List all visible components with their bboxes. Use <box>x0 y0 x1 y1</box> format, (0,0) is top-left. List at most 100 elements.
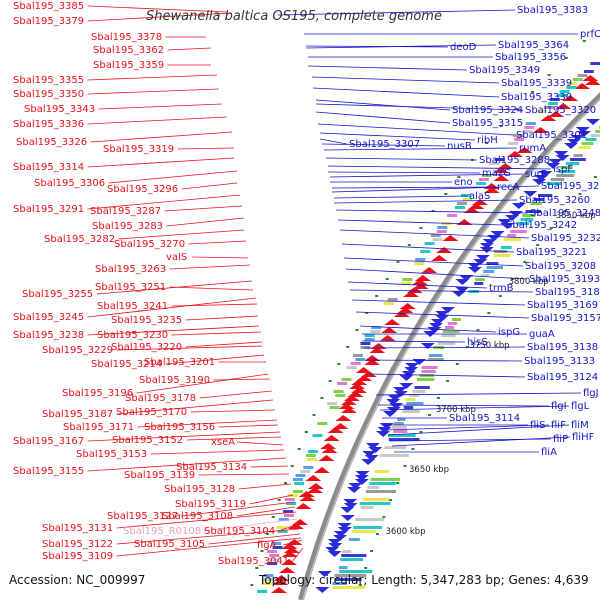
category-block <box>402 278 412 281</box>
forward-gene-arrow <box>335 415 351 421</box>
leader-line <box>320 139 347 144</box>
leader-line <box>328 172 480 173</box>
forward-gene-arrow <box>415 275 431 281</box>
gene-label: Sbal195_3232 <box>531 233 600 244</box>
tick-dot-inner <box>536 244 539 246</box>
gene-label: flgA <box>257 540 277 551</box>
category-block <box>570 158 586 161</box>
tick-dot-outer <box>250 584 253 586</box>
leader-line <box>109 171 237 183</box>
gene-label: fliA <box>541 447 557 458</box>
category-block <box>579 146 591 149</box>
gene-label: Sbal195_3169 <box>527 300 598 311</box>
tick-dot-inner <box>376 533 379 535</box>
reverse-gene-arrow <box>347 487 361 493</box>
category-block <box>452 318 461 321</box>
leader-line <box>165 206 242 211</box>
gene-label: Sbal195_3319 <box>103 144 174 155</box>
gene-label: Sbal195_3208 <box>525 261 596 272</box>
reverse-gene-arrow <box>480 247 494 253</box>
gene-label: flgJ <box>583 388 599 399</box>
tick-dot-outer <box>444 193 447 195</box>
tick-dot-outer <box>337 363 340 365</box>
category-block <box>365 334 375 337</box>
reverse-gene-arrow <box>340 507 354 513</box>
category-block <box>425 242 435 245</box>
gene-label: Sbal195_3314 <box>13 162 84 173</box>
gene-label: Sbal195_3152 <box>112 435 183 446</box>
gene-label: deoD <box>450 42 477 53</box>
tick-dot-outer <box>284 482 287 484</box>
gene-label: Sbal195_3255 <box>22 289 93 300</box>
category-block <box>414 262 424 265</box>
tick-dot-inner <box>420 431 423 433</box>
leader-line <box>312 77 499 83</box>
category-block <box>293 478 303 481</box>
forward-gene-arrow <box>324 435 340 441</box>
category-block <box>352 530 376 533</box>
leader-line <box>316 100 450 110</box>
accession-text: Accession: NC_009997 <box>9 573 145 587</box>
category-block <box>392 426 407 429</box>
gene-label: Sbal195_3288 <box>479 155 550 166</box>
gene-label: Sbal195_3245 <box>13 312 84 323</box>
category-block <box>578 74 588 77</box>
category-block <box>394 422 404 425</box>
category-block <box>445 326 454 329</box>
gene-label: Sbal195_3155 <box>13 466 84 477</box>
category-block <box>340 558 363 561</box>
gene-label: rumA <box>519 143 546 154</box>
forward-gene-arrow <box>314 467 330 473</box>
category-block <box>402 410 419 413</box>
category-block <box>347 366 357 369</box>
tick-dot-inner <box>404 465 407 467</box>
leader-line <box>362 341 465 342</box>
gene-label: Sbal195_3266 <box>541 181 600 192</box>
leader-line <box>316 112 450 123</box>
gene-label: Sbal195_3291 <box>13 204 84 215</box>
gene-label: hisS <box>467 337 488 348</box>
category-block <box>369 482 395 485</box>
gene-label: Sbal195_3201 <box>144 357 215 368</box>
forward-gene-arrow <box>431 255 447 261</box>
category-block <box>353 354 363 357</box>
category-block <box>388 298 398 301</box>
gene-label: flgI <box>551 401 567 412</box>
category-block <box>375 470 389 473</box>
gene-label: Sbal195_3260 <box>519 195 590 206</box>
reverse-gene-arrow <box>421 343 435 349</box>
leader-line <box>151 450 284 454</box>
category-block <box>437 230 447 233</box>
category-block <box>313 434 323 437</box>
category-block <box>303 466 313 469</box>
leader-line <box>366 360 522 361</box>
category-block <box>574 154 583 157</box>
category-block <box>355 358 365 361</box>
gene-labels: Sbal195_3385Sbal195_3379Sbal195_3378Sbal… <box>13 1 600 567</box>
category-block <box>365 338 375 341</box>
category-block <box>404 406 413 409</box>
category-block <box>526 122 536 125</box>
gene-label: trmB <box>489 283 514 294</box>
tick-dot-outer <box>420 227 423 229</box>
leader-line <box>186 316 258 320</box>
tick-dot-outer <box>356 329 359 331</box>
tick-dot-inner <box>389 499 392 501</box>
tick-dot-inner <box>477 329 480 331</box>
ruler-label: 3650 kbp <box>409 465 449 475</box>
tick-dot-outer <box>272 516 275 518</box>
gene-label: ispG <box>498 327 520 338</box>
gene-label: fliF <box>551 420 566 431</box>
category-block <box>508 142 518 145</box>
gene-label: Sbal195_3306 <box>34 178 105 189</box>
reverse-gene-arrow <box>455 279 469 285</box>
gene-label: Sbal195_3379 <box>13 16 84 27</box>
tick-dot-inner <box>428 414 431 416</box>
reverse-gene-arrow <box>341 515 355 521</box>
gene-label: Sbal195_3167 <box>13 436 84 447</box>
leader-line <box>313 88 499 97</box>
gene-label: Sbal195_3326 <box>16 137 87 148</box>
category-block <box>366 490 396 493</box>
tick-dot-outer <box>386 278 389 280</box>
gene-label: Sbal195_3124 <box>527 372 598 383</box>
